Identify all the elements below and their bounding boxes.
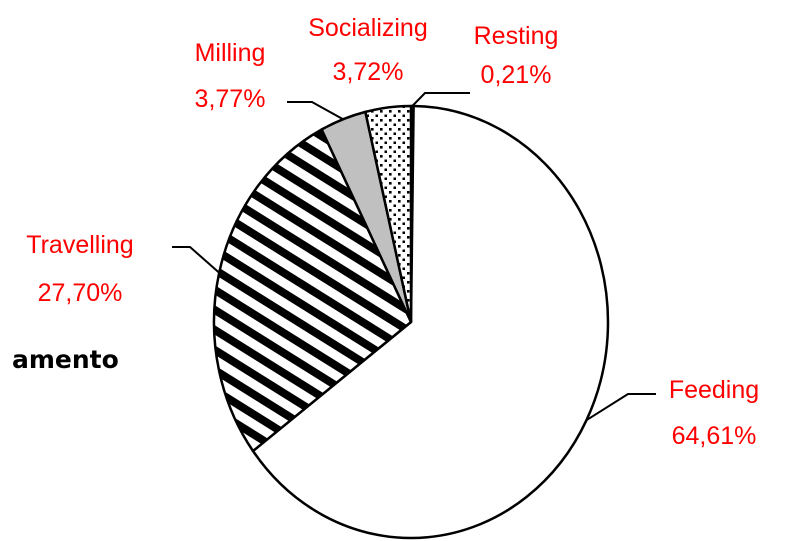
slice-value-label-resting: 0,21% bbox=[481, 61, 552, 89]
slice-value-label-feeding: 64,61% bbox=[672, 422, 757, 450]
slice-name-label-resting: Resting bbox=[474, 22, 559, 50]
slice-name-label-feeding: Feeding bbox=[669, 376, 759, 404]
pie-slice-feeding bbox=[251, 104, 610, 540]
side-text: amento bbox=[12, 345, 119, 374]
leader-line-feeding bbox=[585, 393, 656, 422]
leader-line-travelling bbox=[172, 246, 220, 274]
leader-lines bbox=[172, 92, 656, 422]
slice-name-label-travelling: Travelling bbox=[26, 231, 133, 259]
pie-slice-socializing bbox=[364, 104, 413, 324]
slice-value-label-socializing: 3,72% bbox=[333, 58, 404, 86]
leader-line-resting bbox=[411, 92, 470, 107]
slice-name-label-milling: Milling bbox=[195, 39, 266, 67]
leader-line-milling bbox=[287, 101, 344, 121]
slice-name-label-socializing: Socializing bbox=[308, 14, 428, 42]
slice-labels: Resting 0,21% Feeding 64,61% Travelling 27,70… bbox=[26, 14, 759, 450]
slice-value-label-milling: 3,77% bbox=[195, 85, 266, 113]
pie-slice-travelling bbox=[212, 128, 413, 453]
slice-value-label-travelling: 27,70% bbox=[38, 279, 123, 307]
pie-slices bbox=[212, 104, 610, 540]
